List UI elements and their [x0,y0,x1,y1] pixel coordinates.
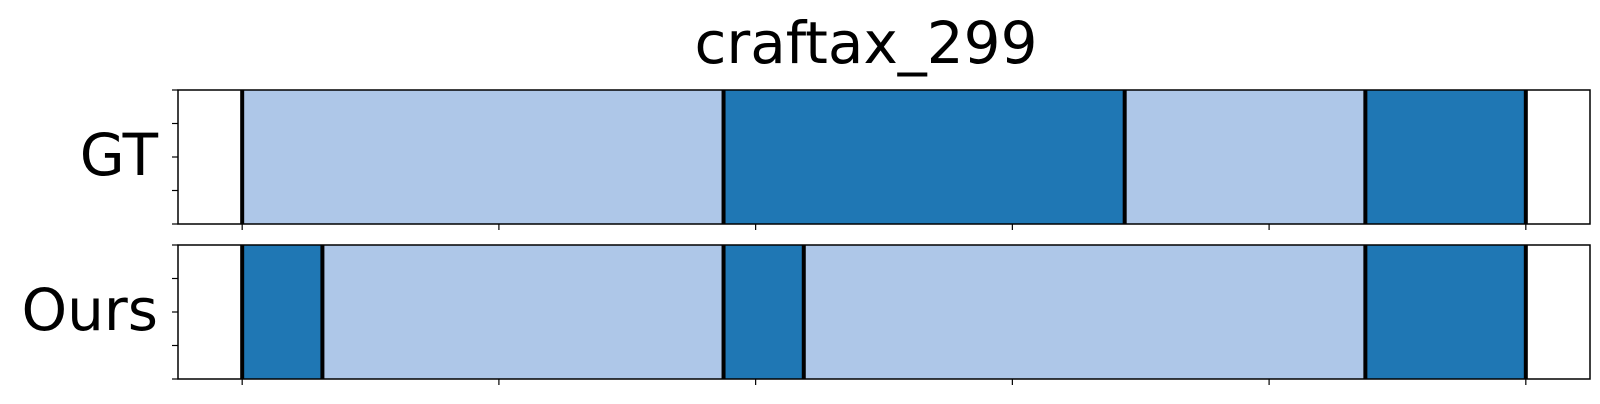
gt-segments [242,90,1526,224]
chart-title: craftax_299 [695,9,1038,77]
gt-segment-3 [1365,90,1526,224]
gt-row: GT [80,89,1591,230]
gt-y-ticks [172,89,178,225]
gt-boundaries [240,90,1528,224]
ours-row: Ours [22,244,1591,385]
ours-segment-2 [723,245,804,379]
gt-segment-0 [242,90,724,224]
ours-segment-1 [322,245,724,379]
gt-segment-2 [1124,90,1366,224]
ours-row-label: Ours [22,276,158,344]
ours-y-ticks [172,244,178,380]
gt-x-ticks [241,224,1527,230]
ours-segment-0 [242,245,323,379]
gt-segment-1 [723,90,1125,224]
ours-x-ticks [241,379,1527,385]
gt-row-label: GT [80,121,159,189]
ours-segments [242,245,1526,379]
ours-boundaries [240,245,1528,379]
ours-segment-4 [1365,245,1526,379]
ours-segment-3 [803,245,1366,379]
gt-row-frame [177,89,1591,225]
ours-row-frame [177,244,1591,380]
